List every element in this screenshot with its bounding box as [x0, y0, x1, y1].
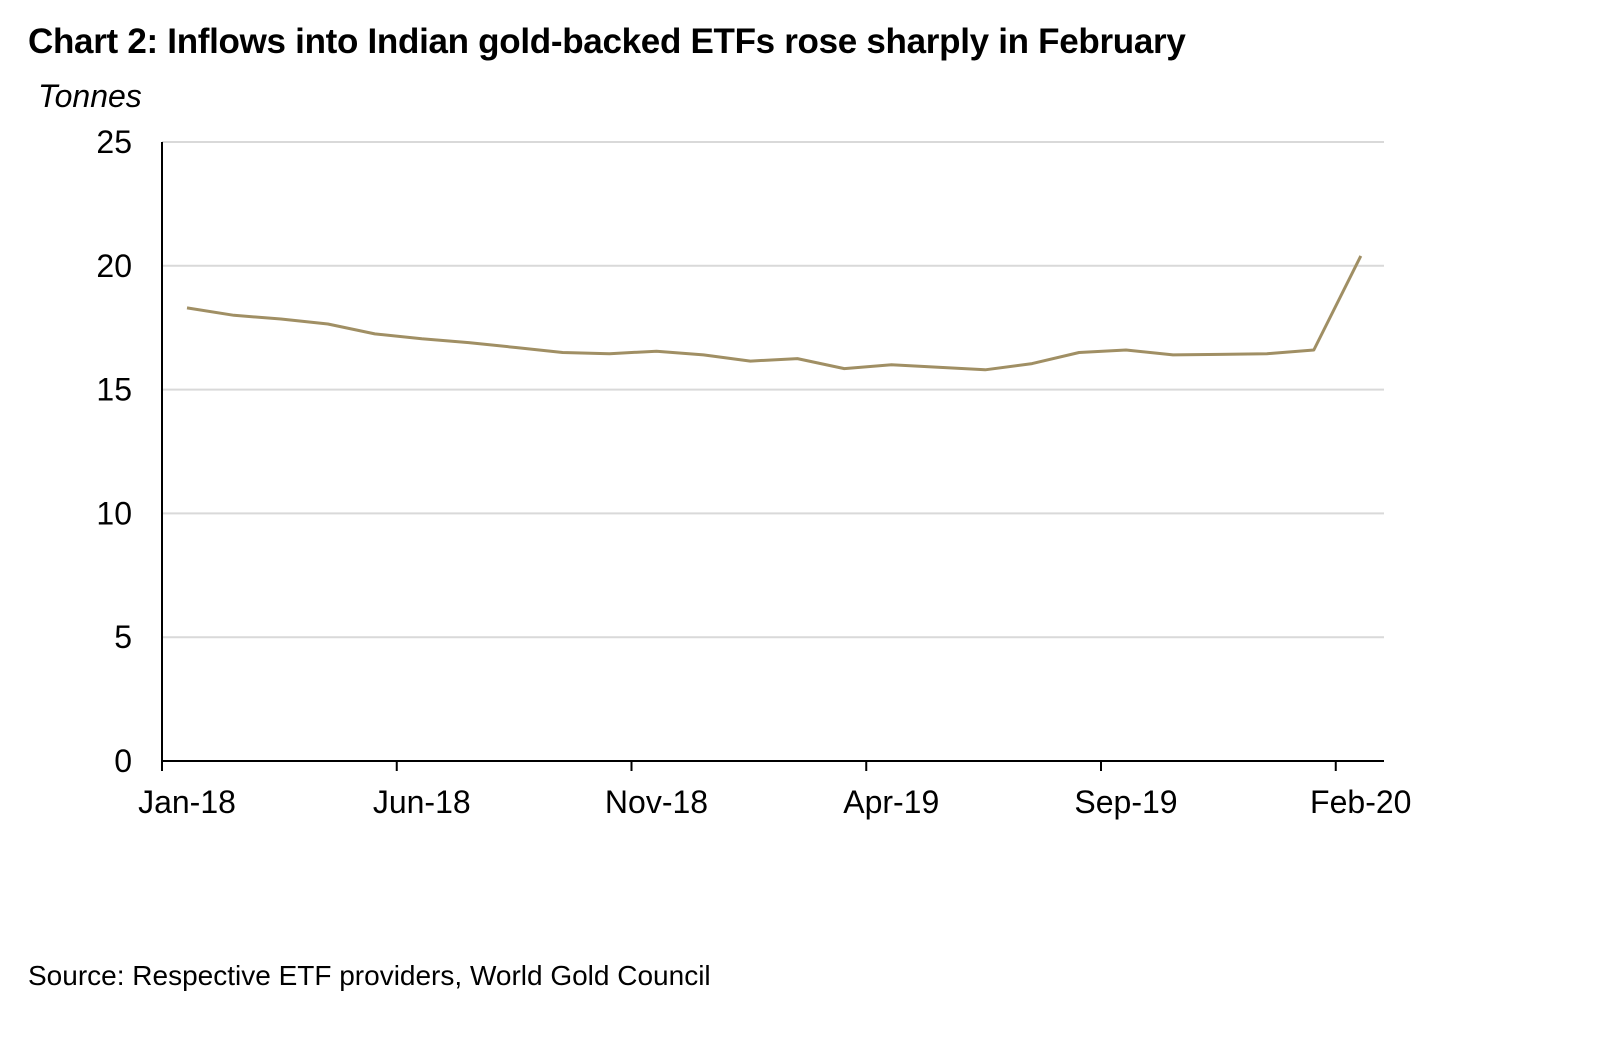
y-tick-label: 0	[114, 743, 132, 779]
data-point	[608, 352, 611, 355]
data-point	[373, 332, 376, 335]
data-point	[514, 346, 517, 349]
data-point	[984, 368, 987, 371]
data-point	[279, 318, 282, 321]
data-point	[467, 341, 470, 344]
data-point	[1078, 351, 1081, 354]
data-point	[1218, 353, 1221, 356]
y-tick-label: 5	[114, 619, 132, 655]
x-tick-label: Jan-18	[138, 784, 236, 820]
data-point	[843, 367, 846, 370]
y-tick-label: 15	[96, 372, 132, 408]
y-tick-label: 25	[96, 124, 132, 160]
chart-title: Chart 2: Inflows into Indian gold-backed…	[28, 22, 1186, 61]
series-layer	[186, 254, 1363, 372]
data-point	[186, 306, 189, 309]
data-point	[1125, 348, 1128, 351]
data-point	[561, 351, 564, 354]
y-tick-label: 10	[96, 495, 132, 531]
data-point	[232, 314, 235, 317]
data-point	[326, 322, 329, 325]
data-point	[702, 353, 705, 356]
x-tick-label: Apr-19	[843, 784, 939, 820]
data-point	[1171, 353, 1174, 356]
data-point	[1312, 348, 1315, 351]
x-tick-label: Jun-18	[373, 784, 471, 820]
y-tick-label: 20	[96, 248, 132, 284]
y-axis-unit-label: Tonnes	[38, 78, 142, 114]
x-axis-ticks: Jan-18 Jun-18 Nov-18 Apr-19 Sep-19 Feb-20	[138, 761, 1411, 820]
data-point	[890, 363, 893, 366]
axes	[161, 142, 1384, 771]
data-point	[796, 357, 799, 360]
series-line	[186, 255, 1363, 372]
x-tick-label: Nov-18	[605, 784, 708, 820]
source-note: Source: Respective ETF providers, World …	[28, 960, 711, 991]
gridlines	[162, 141, 1384, 639]
data-point	[749, 360, 752, 363]
data-point	[655, 350, 658, 353]
y-axis-ticks: 0 5 10 15 20 25	[96, 124, 132, 779]
data-point	[937, 366, 940, 369]
data-point	[1031, 362, 1034, 365]
x-tick-label: Feb-20	[1310, 784, 1411, 820]
x-tick-label: Sep-19	[1074, 784, 1177, 820]
data-point	[1265, 352, 1268, 355]
data-point	[1359, 254, 1362, 257]
data-point	[420, 337, 423, 340]
